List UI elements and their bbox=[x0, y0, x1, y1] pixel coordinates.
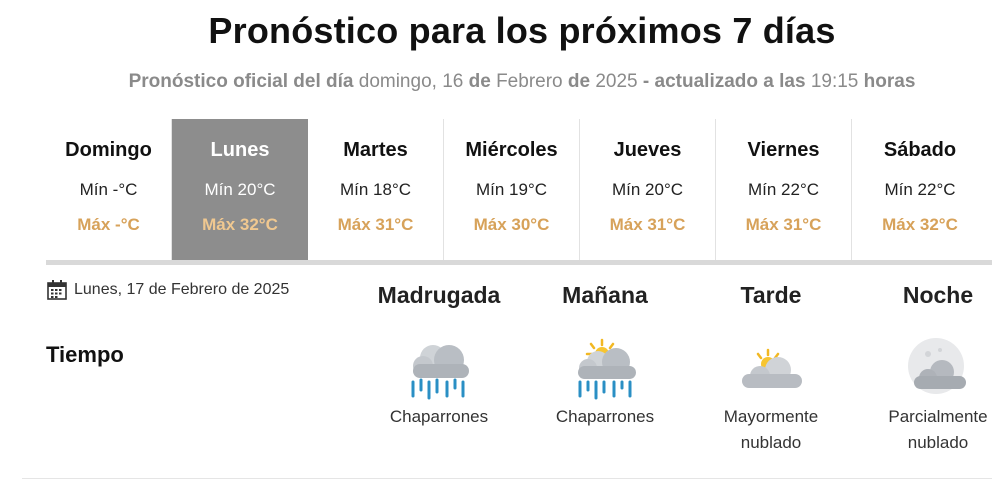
day-min-temp: Mín 20°C bbox=[204, 180, 276, 199]
period-tarde-description: Mayormente nublado bbox=[691, 404, 851, 456]
calendar-icon bbox=[47, 280, 67, 300]
mostly-cloudy-icon bbox=[742, 348, 802, 388]
day-min-temp: Mín -°C bbox=[79, 180, 138, 199]
period-madrugada-description: Chaparrones bbox=[359, 404, 519, 430]
description-line-2: nublado bbox=[740, 433, 802, 452]
bottom-divider bbox=[22, 478, 992, 479]
subtitle-weekday-day: domingo, 16 bbox=[358, 71, 464, 92]
period-tarde-title: Tarde bbox=[740, 282, 802, 308]
selected-date-text: Lunes, 17 de Febrero de 2025 bbox=[74, 281, 290, 298]
period-manana-title: Mañana bbox=[562, 282, 648, 308]
subtitle-year: 2025 bbox=[595, 71, 638, 92]
period-noche-title: Noche bbox=[902, 282, 974, 308]
day-min-temp: Mín 18°C bbox=[339, 180, 412, 199]
subtitle-updated-label: - actualizado a las bbox=[642, 71, 806, 92]
day-min-temp: Mín 22°C bbox=[884, 180, 956, 199]
day-tab-viernes[interactable]: Viernes Mín 22°C Máx 31°C bbox=[716, 119, 852, 260]
subtitle-month: Febrero bbox=[496, 71, 563, 92]
day-max-temp: Máx 31°C bbox=[745, 215, 822, 234]
description-line-2: nublado bbox=[907, 433, 969, 452]
day-tab-martes[interactable]: Martes Mín 18°C Máx 31°C bbox=[308, 119, 444, 260]
day-max-temp: Máx 31°C bbox=[337, 215, 414, 234]
subtitle-prefix: Pronóstico oficial del día bbox=[128, 71, 354, 92]
moon-cloud-icon bbox=[908, 338, 966, 394]
day-tab-domingo[interactable]: Domingo Mín -°C Máx -°C bbox=[46, 119, 172, 260]
subtitle-time: 19:15 bbox=[810, 71, 859, 92]
description-line-1: Chaparrones bbox=[389, 407, 489, 426]
subtitle-de-1: de bbox=[468, 71, 491, 92]
day-tab-miercoles[interactable]: Miércoles Mín 19°C Máx 30°C bbox=[444, 119, 580, 260]
day-tab-jueves[interactable]: Jueves Mín 20°C Máx 31°C bbox=[580, 119, 716, 260]
period-noche-description: Parcialmente nublado bbox=[858, 404, 992, 456]
day-selector: Domingo Mín -°C Máx -°C Lunes Mín 20°C M… bbox=[46, 119, 992, 260]
day-name: Lunes bbox=[210, 139, 270, 161]
day-min-temp: Mín 19°C bbox=[475, 180, 548, 199]
day-name: Martes bbox=[343, 139, 408, 161]
subtitle-hours-label: horas bbox=[863, 71, 916, 92]
day-max-temp: Máx 30°C bbox=[473, 215, 550, 234]
day-min-temp: Mín 20°C bbox=[611, 180, 684, 199]
section-divider bbox=[46, 260, 992, 265]
day-min-temp: Mín 22°C bbox=[747, 180, 820, 199]
period-madrugada-title: Madrugada bbox=[377, 282, 501, 308]
sun-rain-cloud-icon bbox=[578, 338, 636, 400]
subtitle-de-2: de bbox=[567, 71, 591, 92]
day-name: Viernes bbox=[747, 139, 820, 161]
day-max-temp: Máx 32°C bbox=[202, 215, 278, 234]
day-name: Sábado bbox=[883, 139, 957, 161]
description-line-1: Mayormente bbox=[723, 407, 819, 426]
day-name: Jueves bbox=[613, 139, 682, 161]
forecast-subtitle: Pronóstico oficial del día domingo, 16 d… bbox=[0, 71, 992, 93]
day-tab-lunes[interactable]: Lunes Mín 20°C Máx 32°C bbox=[172, 119, 308, 260]
weather-section-label: Tiempo bbox=[46, 342, 124, 367]
period-manana-description: Chaparrones bbox=[525, 404, 685, 430]
day-name: Miércoles bbox=[465, 139, 558, 161]
day-max-temp: Máx 32°C bbox=[882, 215, 958, 234]
description-line-1: Parcialmente bbox=[888, 407, 988, 426]
description-line-1: Chaparrones bbox=[555, 407, 655, 426]
day-max-temp: Máx 31°C bbox=[609, 215, 686, 234]
day-name: Domingo bbox=[65, 139, 152, 161]
day-max-temp: Máx -°C bbox=[77, 215, 140, 234]
day-tab-sabado[interactable]: Sábado Mín 22°C Máx 32°C bbox=[852, 119, 988, 260]
rain-cloud-icon bbox=[411, 345, 469, 400]
selected-date: Lunes, 17 de Febrero de 2025 bbox=[46, 279, 289, 301]
page-title: Pronóstico para los próximos 7 días bbox=[208, 10, 836, 51]
